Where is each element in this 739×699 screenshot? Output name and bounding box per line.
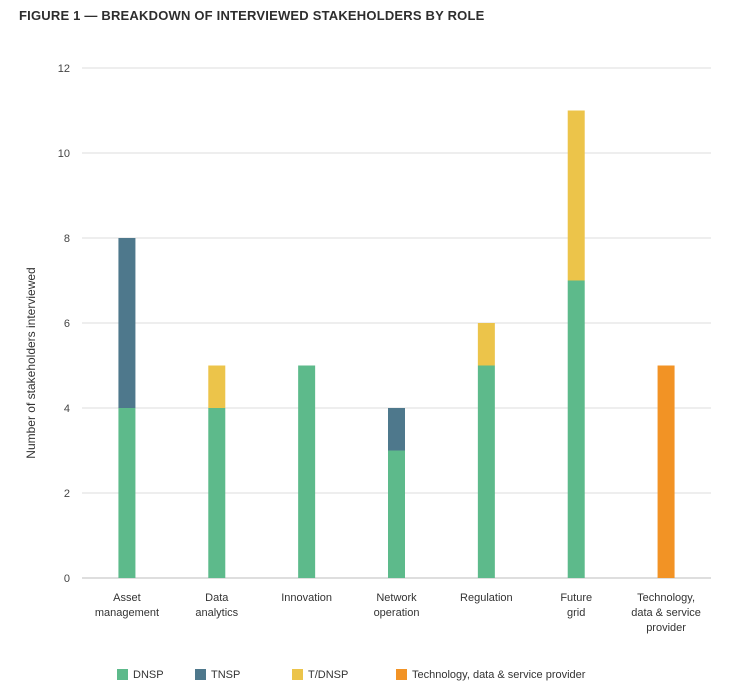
x-tick-label-4: Regulation: [460, 592, 513, 604]
legend-swatch-2: [292, 669, 303, 680]
y-tick-label-8: 8: [64, 233, 70, 245]
bar-6-series-3: [657, 365, 675, 578]
legend-label-0: DNSP: [133, 669, 164, 681]
x-tick-label-1: Data analytics: [195, 592, 238, 619]
chart-title: FIGURE 1 — BREAKDOWN OF INTERVIEWED STAK…: [19, 8, 485, 23]
bar-4-series-0: [477, 365, 495, 578]
legend-swatch-0: [117, 669, 128, 680]
legend-label-3: Technology, data & service provider: [412, 669, 586, 681]
y-tick-label-4: 4: [64, 403, 70, 415]
bar-1-series-0: [208, 408, 226, 578]
legend-swatch-1: [195, 669, 206, 680]
x-tick-label-3: Network operation: [374, 592, 420, 619]
legend-label-1: TNSP: [211, 669, 240, 681]
legend-label-2: T/DNSP: [308, 669, 348, 681]
bar-5-series-0: [567, 280, 585, 578]
bar-0-series-1: [118, 238, 136, 408]
bar-5-series-2: [567, 110, 585, 281]
x-tick-label-0: Asset management: [95, 592, 159, 619]
bar-3-series-0: [388, 450, 405, 578]
bar-0-series-0: [118, 408, 136, 578]
bar-4-series-2: [477, 323, 495, 366]
y-tick-label-12: 12: [58, 63, 70, 75]
x-tick-label-5: Future grid: [560, 592, 592, 619]
y-tick-label-10: 10: [58, 148, 70, 160]
bar-3-series-1: [388, 408, 405, 451]
legend-swatch-3: [396, 669, 407, 680]
y-tick-label-6: 6: [64, 318, 70, 330]
bar-2-series-0: [298, 365, 316, 578]
y-tick-label-2: 2: [64, 488, 70, 500]
x-tick-label-2: Innovation: [281, 592, 332, 604]
x-tick-label-6: Technology, data & service provider: [631, 592, 701, 634]
y-tick-label-0: 0: [64, 573, 70, 585]
bar-1-series-2: [208, 365, 226, 408]
y-axis-label: Number of stakeholders interviewed: [24, 267, 38, 458]
